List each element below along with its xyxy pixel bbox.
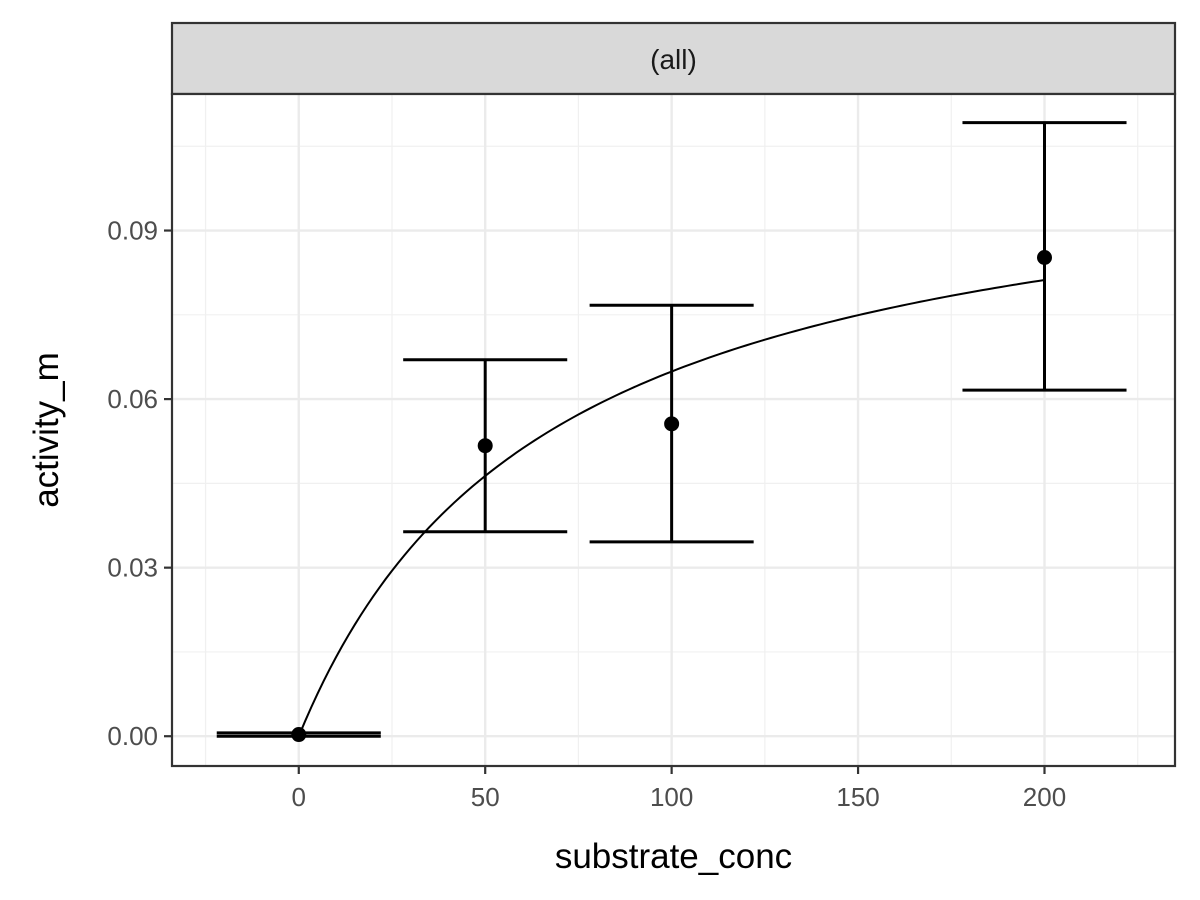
facet-strip: [170, 21, 1177, 96]
x-axis-ticks: 0 50 100 150 200: [292, 766, 1066, 812]
x-tick-label: 50: [471, 782, 500, 812]
y-axis-title: activity_m: [27, 352, 66, 508]
points: [291, 250, 1052, 743]
x-tick-label: 150: [836, 782, 879, 812]
y-tick-label: 0.00: [107, 721, 158, 751]
x-tick-label: 200: [1023, 782, 1066, 812]
data-point-1: [477, 438, 493, 454]
x-tick-label: 100: [650, 782, 693, 812]
facet-strip-label: (all): [650, 44, 697, 75]
y-tick-label: 0.09: [107, 216, 158, 246]
y-tick-label: 0.03: [107, 553, 158, 583]
grid-major: [172, 94, 1175, 766]
data-point-3: [1036, 250, 1052, 266]
data-point-0: [291, 727, 307, 743]
data-point-2: [664, 416, 680, 432]
y-tick-label: 0.06: [107, 384, 158, 414]
x-tick-label: 0: [292, 782, 306, 812]
x-axis-title: substrate_conc: [555, 837, 792, 876]
panel-border: [170, 92, 1177, 768]
y-axis-ticks: 0.00 0.03 0.06 0.09: [107, 216, 172, 751]
